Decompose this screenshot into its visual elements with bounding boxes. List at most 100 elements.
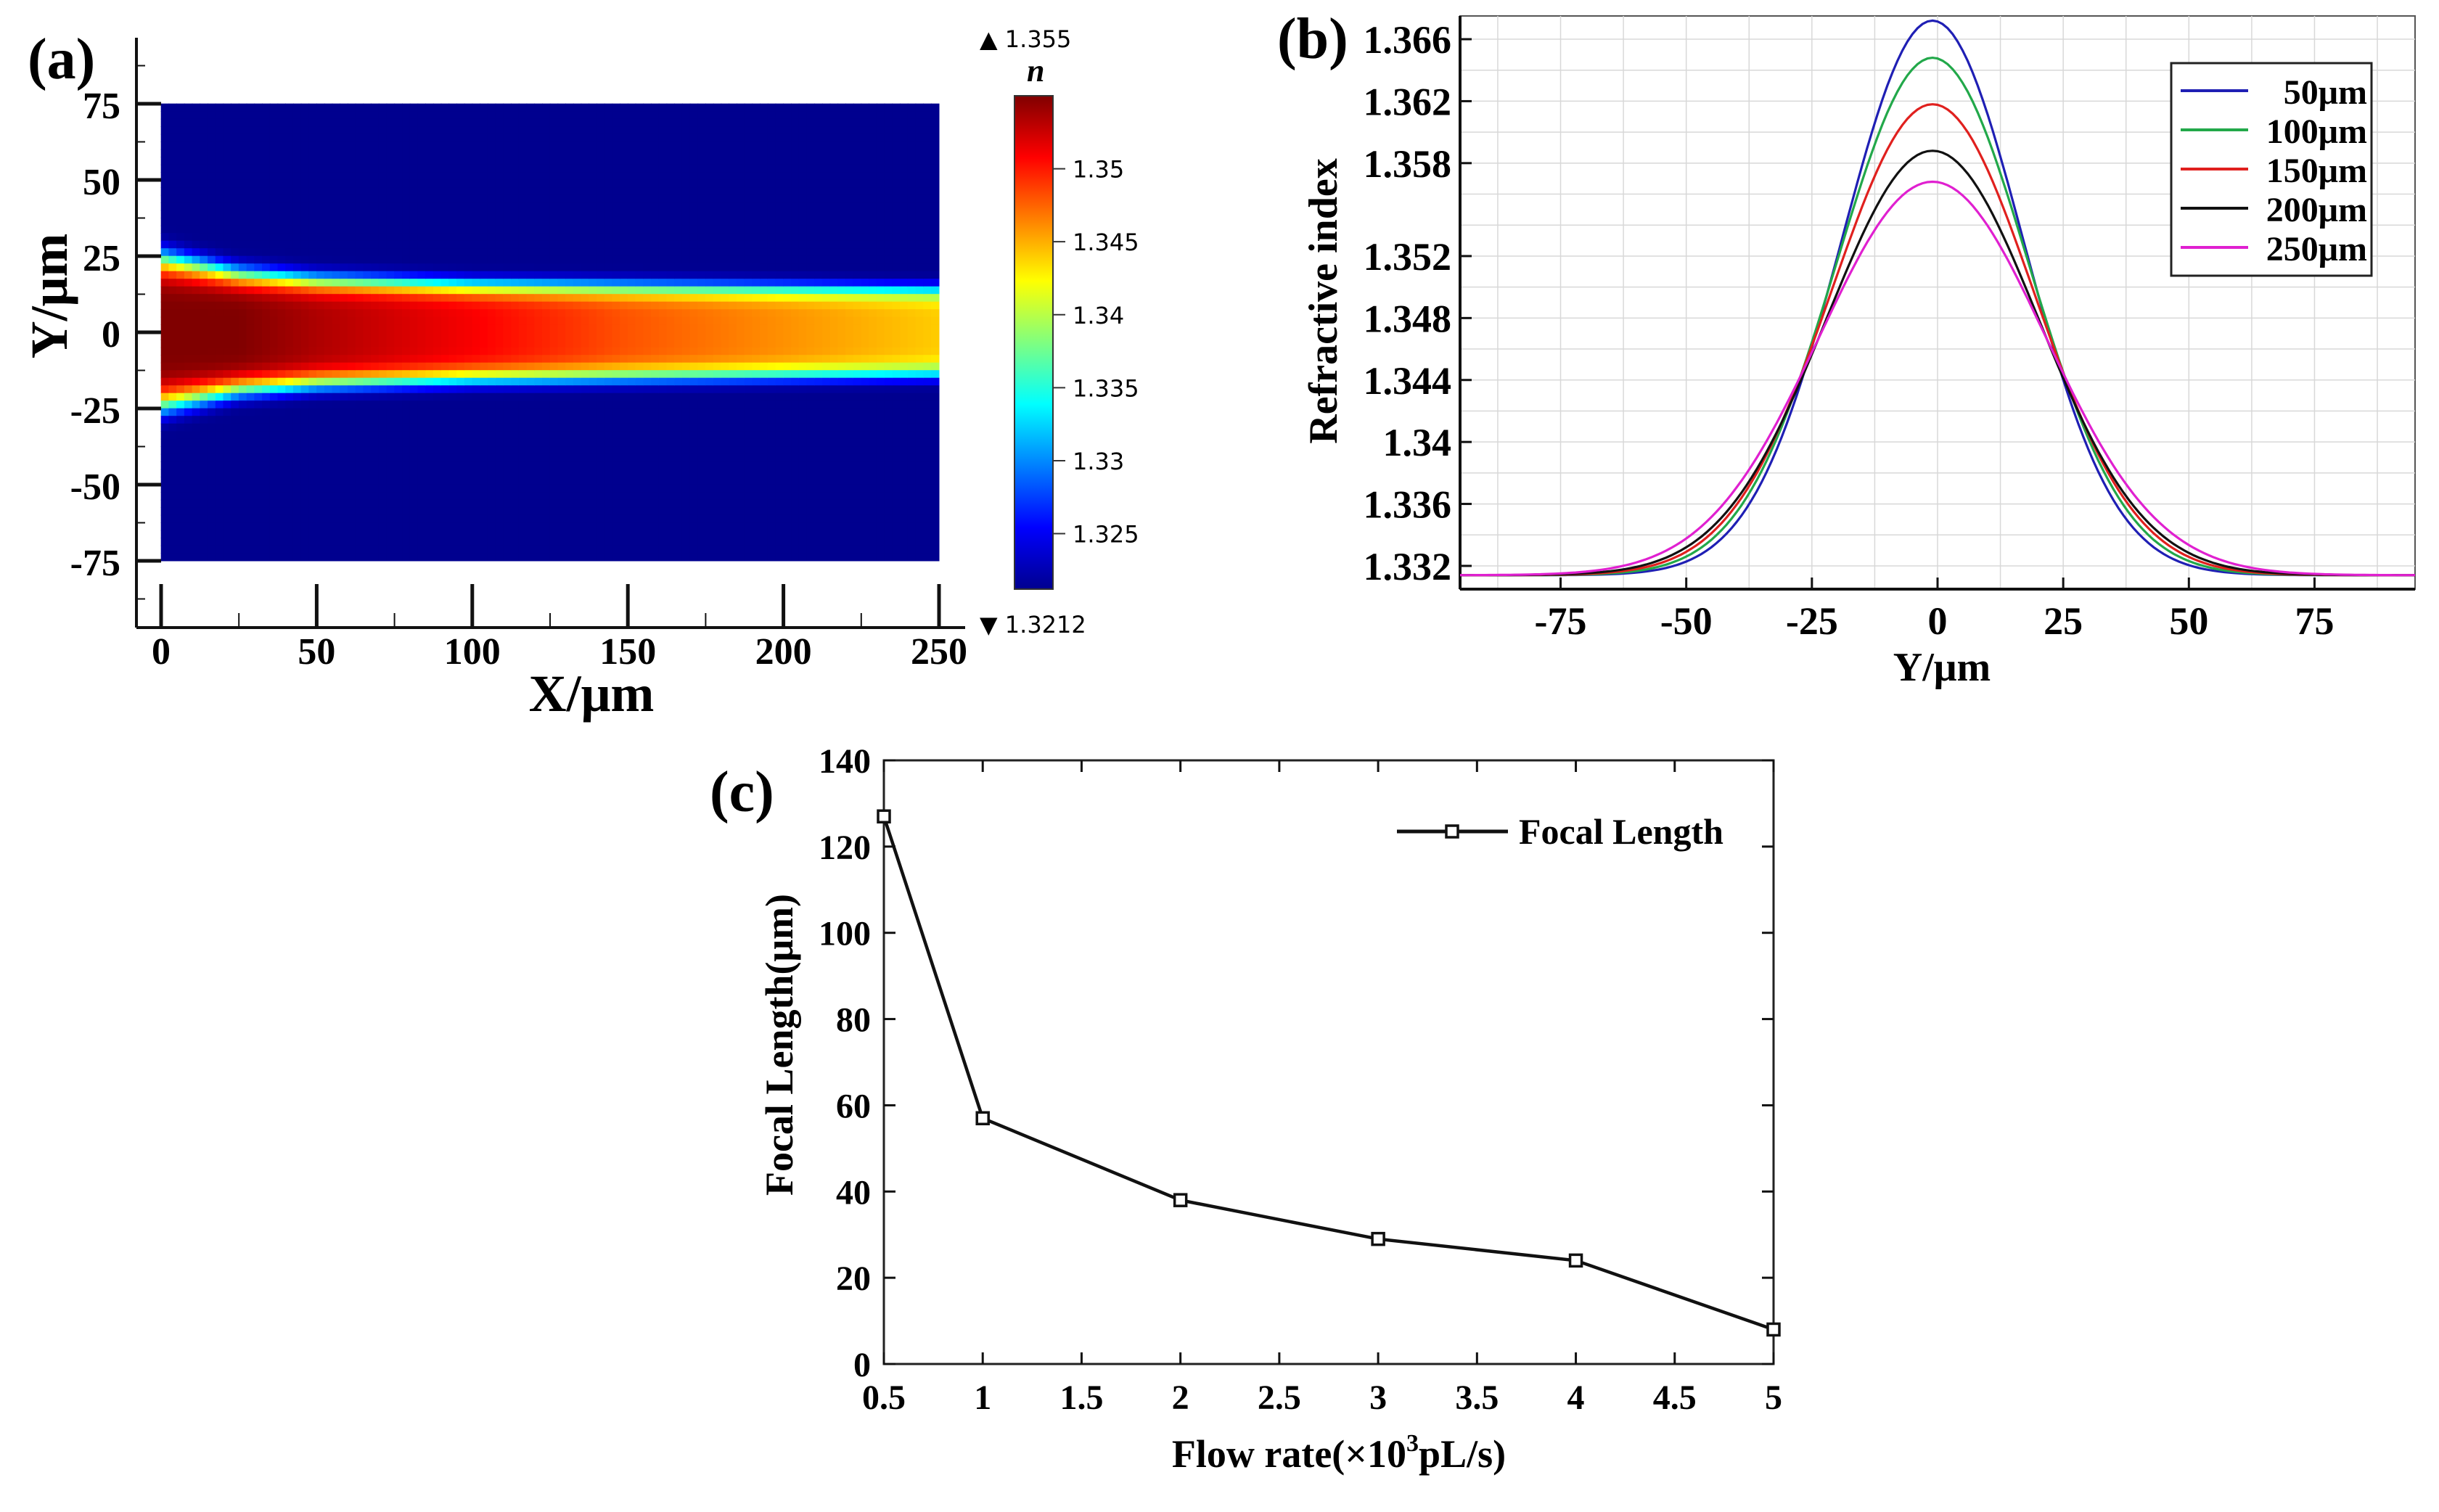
- heatmap-cell: [581, 446, 590, 455]
- heatmap-cell: [783, 164, 792, 173]
- heatmap-cell: [347, 324, 356, 333]
- heatmap-cell: [604, 194, 613, 203]
- heatmap-cell: [292, 499, 302, 508]
- heatmap-cell: [371, 133, 380, 142]
- heatmap-cell: [371, 484, 380, 493]
- heatmap-cell: [308, 179, 317, 188]
- heatmap-cell: [526, 416, 536, 424]
- heatmap-cell: [604, 438, 613, 447]
- heatmap-cell: [744, 522, 753, 531]
- heatmap-cell: [557, 347, 566, 356]
- heatmap-cell: [292, 218, 302, 226]
- heatmap-cell: [480, 538, 488, 546]
- heatmap-cell: [487, 301, 496, 310]
- heatmap-cell: [262, 301, 271, 310]
- heatmap-cell: [472, 103, 481, 112]
- heatmap-cell: [347, 316, 356, 325]
- heatmap-cell: [480, 438, 488, 447]
- heatmap-cell: [643, 194, 652, 203]
- heatmap-cell: [744, 400, 753, 409]
- heatmap-cell: [597, 248, 605, 257]
- heatmap-cell: [760, 309, 768, 318]
- heatmap-cell: [697, 514, 706, 523]
- heatmap-cell: [208, 377, 216, 386]
- heatmap-cell: [729, 355, 737, 363]
- heatmap-cell: [417, 179, 426, 188]
- heatmap-cell: [215, 416, 224, 424]
- heatmap-cell: [472, 255, 481, 264]
- heatmap-cell: [340, 218, 348, 226]
- heatmap-cell: [168, 118, 177, 127]
- heatmap-cell: [495, 248, 504, 257]
- heatmap-cell: [541, 553, 551, 562]
- heatmap-cell: [417, 263, 426, 272]
- heatmap-cell: [495, 255, 504, 264]
- heatmap-cell: [402, 530, 411, 538]
- heatmap-cell: [721, 157, 730, 165]
- heatmap-cell: [487, 499, 496, 508]
- heatmap-cell: [324, 103, 333, 112]
- heatmap-cell: [192, 164, 201, 173]
- heatmap-cell: [798, 400, 808, 409]
- heatmap-cell: [168, 492, 177, 501]
- heatmap-cell: [246, 225, 255, 234]
- heatmap-cell: [254, 179, 263, 188]
- heatmap-cell: [402, 347, 411, 356]
- heatmap-cell: [736, 438, 745, 447]
- heatmap-cell: [674, 408, 683, 416]
- heatmap-cell: [332, 514, 341, 523]
- heatmap-cell: [713, 492, 722, 501]
- heatmap-cell: [487, 218, 496, 226]
- heatmap-cell: [627, 179, 636, 188]
- heatmap-cell: [557, 507, 566, 516]
- heatmap-cell: [681, 453, 691, 462]
- heatmap-cell: [651, 484, 660, 493]
- heatmap-cell: [300, 507, 310, 516]
- heatmap-cell: [238, 316, 247, 325]
- heatmap-cell: [604, 416, 613, 424]
- heatmap-cell: [184, 370, 193, 379]
- heatmap-cell: [760, 279, 768, 287]
- heatmap-cell: [705, 484, 714, 493]
- heatmap-cell: [760, 118, 768, 127]
- heatmap-cell: [549, 118, 559, 127]
- heatmap-cell: [347, 271, 356, 279]
- heatmap-cell: [666, 553, 676, 562]
- heatmap-cell: [386, 164, 395, 173]
- heatmap-cell: [332, 172, 341, 181]
- heatmap-cell: [573, 179, 582, 188]
- heatmap-cell: [565, 210, 574, 218]
- heatmap-cell: [262, 133, 271, 142]
- heatmap-cell: [518, 385, 528, 394]
- heatmap-cell: [308, 499, 317, 508]
- heatmap-cell: [549, 111, 559, 120]
- heatmap-cell: [238, 118, 247, 127]
- heatmap-cell: [729, 453, 737, 462]
- heatmap-cell: [752, 416, 761, 424]
- heatmap-cell: [541, 164, 551, 173]
- heatmap-cell: [589, 514, 597, 523]
- heatmap-cell: [402, 316, 411, 325]
- heatmap-cell: [300, 385, 310, 394]
- heatmap-cell: [238, 233, 247, 242]
- heatmap-cell: [534, 553, 543, 562]
- heatmap-cell: [511, 141, 520, 150]
- heatmap-cell: [324, 248, 333, 257]
- heatmap-cell: [541, 492, 551, 501]
- heatmap-cell: [503, 347, 512, 356]
- heatmap-cell: [487, 545, 496, 554]
- heatmap-cell: [775, 316, 784, 325]
- heatmap-cell: [378, 355, 388, 363]
- heatmap-cell: [612, 164, 620, 173]
- heatmap-cell: [292, 431, 302, 440]
- heatmap-cell: [511, 355, 520, 363]
- heatmap-cell: [417, 225, 426, 234]
- heatmap-cell: [363, 461, 372, 470]
- heatmap-cell: [355, 446, 364, 455]
- heatmap-cell: [262, 179, 271, 188]
- heatmap-cell: [651, 545, 660, 554]
- heatmap-cell: [324, 499, 333, 508]
- heatmap-cell: [347, 187, 356, 196]
- heatmap-cell: [573, 408, 582, 416]
- heatmap-cell: [464, 362, 473, 371]
